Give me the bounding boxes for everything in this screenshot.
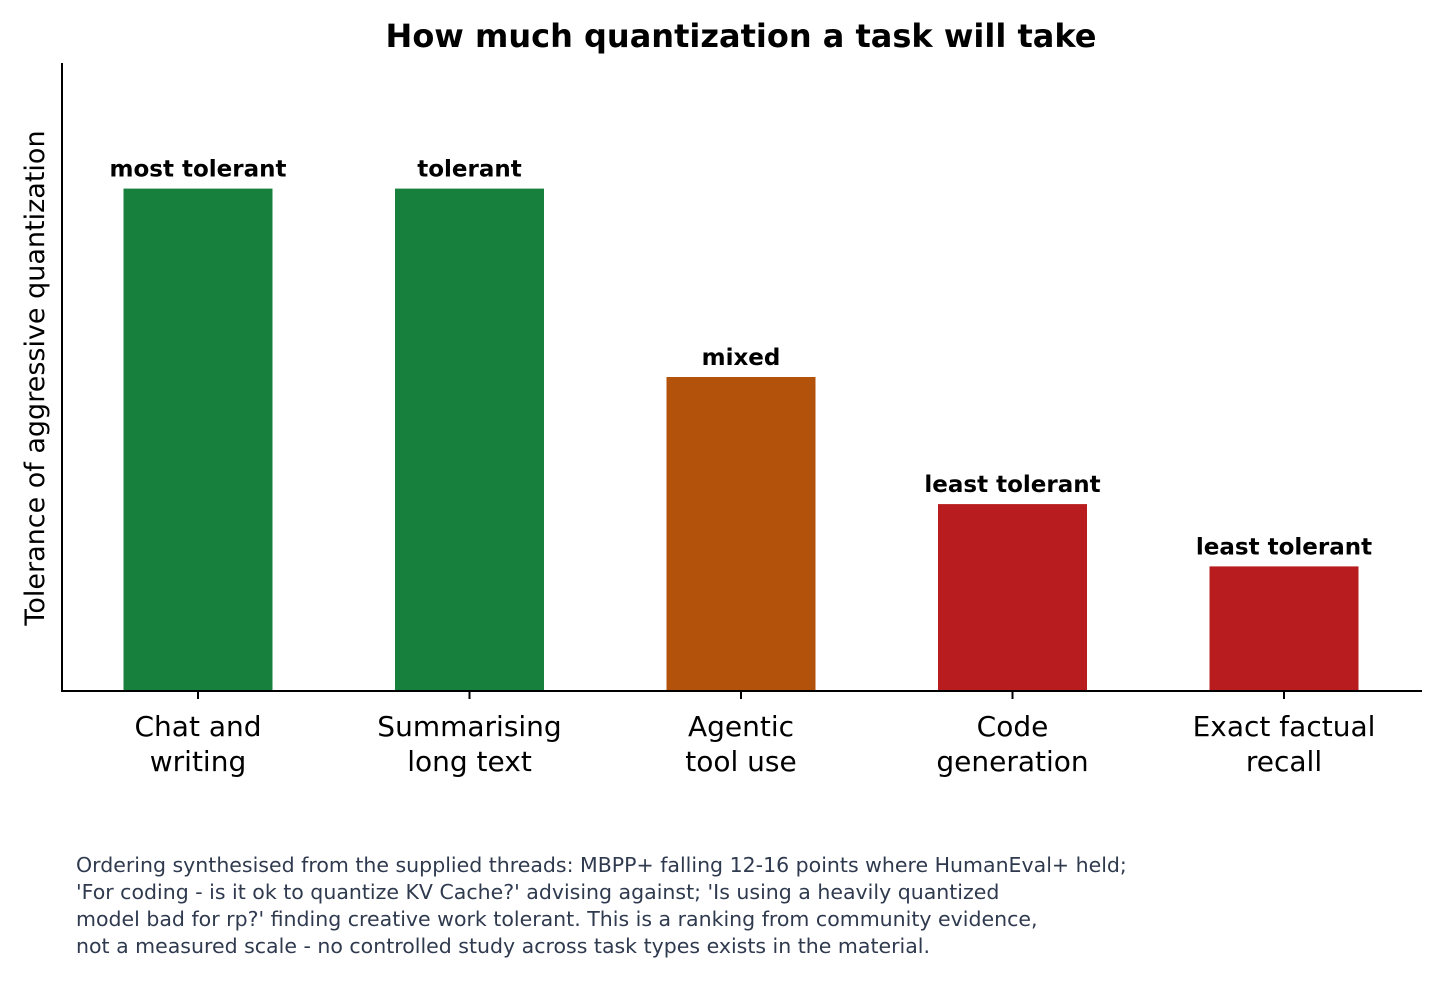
chart-title: How much quantization a task will take	[386, 17, 1097, 55]
bar	[666, 377, 816, 691]
footnote: Ordering synthesised from the supplied t…	[76, 852, 1376, 960]
bar	[938, 504, 1087, 691]
data-label: tolerant	[417, 157, 522, 183]
bars-layer	[123, 188, 1359, 691]
footnote-line: not a measured scale - no controlled stu…	[76, 934, 931, 958]
bar	[123, 188, 273, 691]
x-tick-label: Chat and writing	[134, 710, 261, 778]
x-tick-label: Code generation	[936, 710, 1088, 778]
bar	[1209, 566, 1359, 691]
data-label: least tolerant	[924, 472, 1100, 498]
x-tick-label: Summarising long text	[377, 710, 561, 778]
x-tick-label: Exact factual recall	[1193, 710, 1376, 778]
data-label: least tolerant	[1196, 534, 1372, 560]
footnote-line: Ordering synthesised from the supplied t…	[76, 853, 1127, 877]
x-tick-label: Agentic tool use	[685, 710, 796, 778]
y-axis-label: Tolerance of aggressive quantization	[20, 130, 51, 626]
data-label: mixed	[702, 345, 781, 371]
bar	[395, 188, 544, 691]
footnote-line: 'For coding - is it ok to quantize KV Ca…	[76, 880, 1000, 904]
footnote-line: model bad for rp?' finding creative work…	[76, 907, 1038, 931]
x-ticks-layer: Chat and writing Summarising long text Agent…	[134, 691, 1375, 778]
data-labels-layer: most tolerant tolerant mixed least tolerant…	[110, 157, 1373, 561]
data-label: most tolerant	[110, 157, 287, 183]
